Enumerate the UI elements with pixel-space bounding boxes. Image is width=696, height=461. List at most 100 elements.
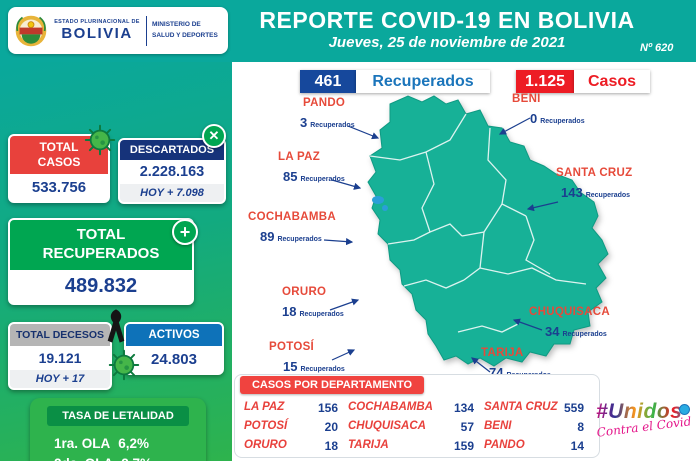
cell-department: CHUQUISACA <box>348 419 426 432</box>
table-cell: ORURO 18 <box>244 439 348 453</box>
cell-department: SANTA CRUZ <box>484 400 558 413</box>
table-cell: POTOSÍ 20 <box>244 420 348 434</box>
report-number: Nº 620 <box>640 42 674 54</box>
recovered-unit: Recuperados <box>299 311 344 318</box>
recovered-value: 85 <box>283 169 298 184</box>
discarded-label: DESCARTADOS <box>120 140 224 160</box>
table-cell: TARIJA 159 <box>348 439 484 453</box>
map-label-beni: BENI 0 Recuperados <box>512 92 585 128</box>
department-name: COCHABAMBA <box>248 211 336 223</box>
campaign-hashtag: #Unidos <box>596 400 692 424</box>
bolivia-coat-of-arms-icon <box>15 15 47 46</box>
total-recovered-label: TOTAL RECUPERADOS <box>10 220 192 270</box>
cell-cases: 18 <box>324 438 338 453</box>
cell-cases: 8 <box>577 419 584 434</box>
plus-glyph: + <box>179 221 191 242</box>
department-name: LA PAZ <box>278 151 321 163</box>
cell-cases: 57 <box>460 419 474 434</box>
cell-cases: 559 <box>563 400 584 415</box>
government-logo: ESTADO PLURINACIONAL DE BOLIVIA MINISTER… <box>8 7 228 54</box>
cases-table-title: CASOS POR DEPARTAMENTO <box>240 376 424 394</box>
lethality-title: TASA DE LETALIDAD <box>47 406 189 426</box>
department-name: BENI <box>512 93 541 105</box>
discarded-today: HOY + 7.098 <box>120 184 224 202</box>
total-deaths-value: 19.121 <box>10 346 110 370</box>
cell-department: BENI <box>484 419 512 432</box>
discarded-card: DESCARTADOS 2.228.163 HOY + 7.098 <box>118 138 226 204</box>
daily-recovered-stat: 461 Recuperados <box>300 70 490 93</box>
country-name: BOLIVIA <box>61 25 133 42</box>
globe-icon <box>679 404 690 415</box>
recovered-unit: Recuperados <box>277 236 322 243</box>
bolivia-map <box>367 95 609 367</box>
x-glyph: ✕ <box>208 128 220 143</box>
department-name: TARIJA <box>481 347 524 359</box>
cell-cases: 20 <box>324 419 338 434</box>
map-label-santa-cruz: SANTA CRUZ 143 Recuperados <box>556 166 632 202</box>
total-cases-value: 533.756 <box>10 174 108 201</box>
recovered-value: 18 <box>282 304 297 319</box>
virus-icon <box>108 349 140 381</box>
virus-icon <box>84 124 116 156</box>
wave-label: 1ra. OLA <box>54 435 111 451</box>
recovered-value: 89 <box>260 229 275 244</box>
cell-department: COCHABAMBA <box>348 400 433 413</box>
daily-cases-label: Casos <box>574 70 650 93</box>
total-deaths-label: TOTAL DECESOS <box>10 324 110 346</box>
cell-department: PANDO <box>484 438 525 451</box>
recovered-plus-icon: + <box>172 219 198 245</box>
total-recovered-card: TOTAL RECUPERADOS 489.832 <box>8 218 194 305</box>
lake-titicaca <box>372 196 388 211</box>
header-bar: ESTADO PLURINACIONAL DE BOLIVIA MINISTER… <box>0 0 696 62</box>
recovered-unit: Recuperados <box>562 331 607 338</box>
recovered-value: 15 <box>283 359 298 374</box>
department-name: SANTA CRUZ <box>556 167 633 179</box>
state-name-block: ESTADO PLURINACIONAL DE BOLIVIA <box>53 19 141 42</box>
ministry-line-2: SALUD Y DEPORTES <box>152 31 218 39</box>
wave-rate: 6,2% <box>118 435 150 451</box>
cell-cases: 159 <box>453 438 474 453</box>
table-cell: COCHABAMBA 134 <box>348 401 484 415</box>
mourning-ribbon-icon <box>107 309 125 343</box>
lethality-row: 2da. OLA 2,7% <box>30 453 206 461</box>
map-label-cochabamba: COCHABAMBA 89 Recuperados <box>248 210 336 246</box>
active-cases-value: 24.803 <box>126 346 222 373</box>
map-label-la-paz: LA PAZ 85 Recuperados <box>278 150 345 186</box>
wave-label: 2da. OLA <box>54 456 113 461</box>
cases-table: LA PAZ 156 COCHABAMBA 134 SANTA CRUZ 559 PO… <box>244 398 594 456</box>
map-label-potosi: POTOSÍ 15 Recuperados <box>269 340 345 376</box>
cell-cases: 134 <box>453 400 474 415</box>
cell-cases: 156 <box>317 400 338 415</box>
table-cell: LA PAZ 156 <box>244 401 348 415</box>
table-cell: SANTA CRUZ 559 <box>484 401 594 415</box>
lethality-panel: TASA DE LETALIDAD 1ra. OLA 6,2% 2da. OLA… <box>30 398 206 461</box>
recovered-unit: Recuperados <box>310 122 355 129</box>
campaign-logo: #Unidos Contra el Covid <box>596 400 692 456</box>
department-name: PANDO <box>303 97 346 109</box>
deaths-today: HOY + 17 <box>10 370 110 388</box>
discarded-x-icon: ✕ <box>202 124 226 148</box>
total-deaths-card: TOTAL DECESOS 19.121 HOY + 17 <box>8 322 112 390</box>
recovered-unit: Recuperados <box>540 118 585 125</box>
active-cases-card: ACTIVOS 24.803 <box>124 322 224 375</box>
ministry-name-block: MINISTERIO DE SALUD Y DEPORTES <box>152 20 218 41</box>
daily-cases-stat: 1.125 Casos <box>516 70 650 93</box>
recovered-value: 34 <box>545 324 560 339</box>
map-label-oruro: ORURO 18 Recuperados <box>282 285 344 321</box>
table-cell: PANDO 14 <box>484 439 594 453</box>
cell-department: POTOSÍ <box>244 419 288 432</box>
department-name: ORURO <box>282 286 327 298</box>
recovered-value: 0 <box>530 111 538 126</box>
daily-recovered-label: Recuperados <box>356 70 490 93</box>
cell-cases: 14 <box>570 438 584 453</box>
recovered-value: 143 <box>561 185 583 200</box>
daily-recovered-value: 461 <box>300 70 356 93</box>
cell-department: TARIJA <box>348 438 389 451</box>
recovered-unit: Recuperados <box>585 192 631 199</box>
wave-rate: 2,7% <box>121 456 152 461</box>
cell-department: LA PAZ <box>244 400 285 413</box>
map-label-chuquisaca: CHUQUISACA 34 Recuperados <box>529 305 610 341</box>
daily-cases-value: 1.125 <box>516 70 574 93</box>
recovered-value: 3 <box>300 115 308 130</box>
recovered-unit: Recuperados <box>300 366 345 373</box>
